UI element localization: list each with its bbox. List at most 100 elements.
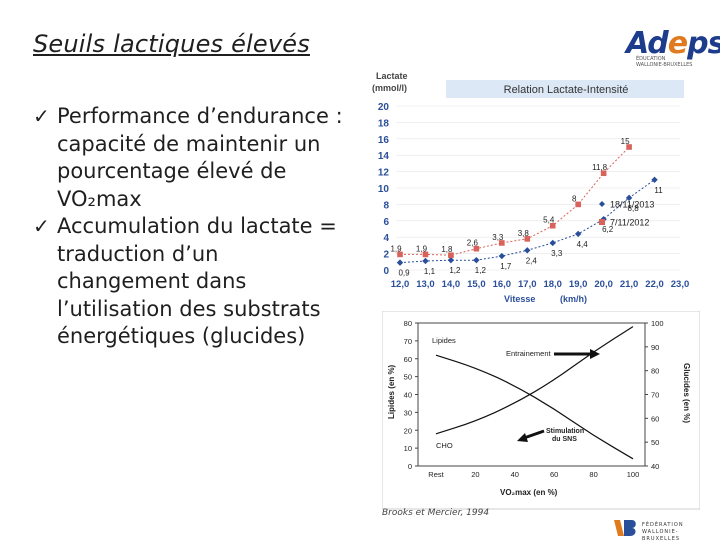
figure-source-caption: Brooks et Mercier, 1994 (382, 508, 490, 518)
stimulation-annotation-line2: du SNS (552, 436, 577, 443)
right-axis-label: Glucides (en %) (682, 363, 691, 423)
left-tick-label: 60 (404, 355, 412, 364)
left-tick-label: 80 (404, 319, 412, 328)
data-label: 0,9 (398, 269, 410, 278)
x-tick-label: 80 (589, 470, 597, 479)
right-tick-label: 70 (651, 391, 659, 400)
y-tick-label: 10 (378, 184, 390, 195)
data-point (549, 222, 556, 229)
y-tick-label: 12 (378, 168, 390, 179)
x-tick-label: 20,0 (594, 279, 613, 290)
data-point (524, 236, 531, 242)
cho-annotation: CHO (436, 441, 453, 450)
x-tick-label: 12,0 (391, 279, 410, 290)
data-point (396, 259, 404, 266)
y-tick-label: 20 (378, 102, 390, 113)
x-tick-label: 21,0 (620, 279, 639, 290)
arrowhead-left-icon (517, 433, 528, 442)
sns-arrow (523, 429, 545, 440)
legend-label: 18/11/2013 (610, 200, 654, 210)
federation-line1: FÉDÉRATION (642, 522, 684, 528)
adeps-logo: Adeps ÉDUCATION WALLONIE-BRUXELLES (614, 22, 720, 74)
data-point (448, 252, 454, 259)
chart-title: Relation Lactate-Intensité (504, 84, 629, 96)
left-tick-label: 50 (404, 373, 412, 382)
x-tick-label: 16,0 (493, 279, 512, 290)
y-tick-label: 6 (383, 217, 389, 228)
x-axis-label: VO₂max (en %) (500, 488, 558, 497)
data-label: 3,3 (551, 249, 563, 258)
data-label: 1,8 (441, 245, 453, 254)
series-trend-line (400, 146, 630, 256)
y-tick-label: 8 (383, 200, 389, 211)
check-icon: ✓ (33, 214, 50, 238)
x-tick-label: 17,0 (518, 279, 537, 290)
entrainement-annotation: Entrainement (506, 349, 552, 358)
data-point (575, 201, 581, 208)
data-point (447, 256, 455, 264)
data-label: 1,9 (390, 244, 402, 253)
left-tick-label: 0 (408, 462, 412, 471)
bullet-list: ✓ Performance d’endurance : capacité de … (33, 103, 353, 351)
x-tick-label: 23,0 (671, 279, 690, 290)
substrate-crossover-chart: 0 10 20 30 40 50 60 70 80 40 50 60 70 80 90 100 Rest 20… (382, 311, 700, 510)
data-label: 1,2 (475, 266, 487, 275)
right-tick-label: 50 (651, 438, 659, 447)
data-label: 1,2 (449, 266, 461, 275)
y-axis-unit: (mmol/l) (372, 83, 407, 93)
legend-marker (599, 219, 605, 225)
x-tick-label: 20 (471, 470, 479, 479)
y-tick-label: 4 (383, 233, 389, 244)
federation-logo: FÉDÉRATION WALLONIE-BRUXELLES (610, 516, 710, 542)
data-label: 11,8 (592, 163, 608, 172)
x-tick-label: 18,0 (543, 279, 562, 290)
right-tick-label: 100 (651, 319, 664, 328)
x-axis-label: Vitesse (504, 294, 535, 304)
y-tick-label: 14 (378, 151, 390, 162)
federation-line2: WALLONIE-BRUXELLES (642, 529, 681, 542)
data-point (600, 170, 607, 177)
data-label: 3,3 (492, 233, 504, 242)
y-axis-label: Lactate (376, 71, 408, 81)
x-tick-label: 19,0 (569, 279, 588, 290)
data-label: 8,8 (628, 204, 640, 213)
left-tick-label: 40 (404, 391, 412, 400)
bullet-text: Accumulation du lactate = traduction d’u… (57, 214, 337, 348)
data-label: 3,8 (518, 229, 530, 238)
logo-wordmark: Adeps (626, 26, 720, 61)
right-tick-label: 80 (651, 367, 659, 376)
arrowhead-right-icon (590, 349, 600, 359)
lipides-annotation: Lipides (432, 336, 456, 345)
data-label: 2,4 (526, 256, 538, 265)
bullet-lactate: ✓ Accumulation du lactate = traduction d… (33, 213, 353, 351)
x-tick-label: 13,0 (416, 279, 435, 290)
x-tick-label: 100 (627, 470, 640, 479)
stimulation-annotation: Stimulation (546, 428, 584, 435)
y-tick-label: 18 (378, 118, 390, 129)
bullet-performance: ✓ Performance d’endurance : capacité de … (33, 103, 353, 213)
x-tick-label: 40 (511, 470, 519, 479)
data-point (422, 257, 429, 265)
substrate-curve (435, 326, 634, 435)
data-point (549, 239, 556, 247)
y-tick-label: 2 (383, 250, 389, 261)
data-point (397, 251, 403, 258)
legend-label: 7/11/2012 (610, 218, 649, 228)
data-label: 11 (654, 186, 663, 195)
chart-frame (382, 311, 700, 510)
x-tick-label: 22,0 (645, 279, 664, 290)
lactate-intensity-chart: Relation Lactate-Intensité Lactate (mmol… (372, 71, 690, 304)
data-label: 6,2 (602, 225, 614, 234)
left-tick-label: 70 (404, 337, 412, 346)
data-point (498, 252, 506, 260)
left-axis-label: Lipides (en %) (387, 364, 396, 419)
logo-subtitle: ÉDUCATION WALLONIE-BRUXELLES (636, 56, 693, 68)
left-tick-label: 20 (404, 426, 412, 435)
data-label: 1,9 (416, 244, 428, 253)
x-axis-unit: (km/h) (560, 294, 587, 304)
bullet-text: Performance d’endurance : capacité de ma… (57, 104, 343, 211)
x-tick-label: 14,0 (442, 279, 461, 290)
y-tick-label: 16 (378, 135, 390, 146)
chart-title-band (446, 80, 684, 98)
slide-title: Seuils lactiques élevés (33, 30, 310, 58)
